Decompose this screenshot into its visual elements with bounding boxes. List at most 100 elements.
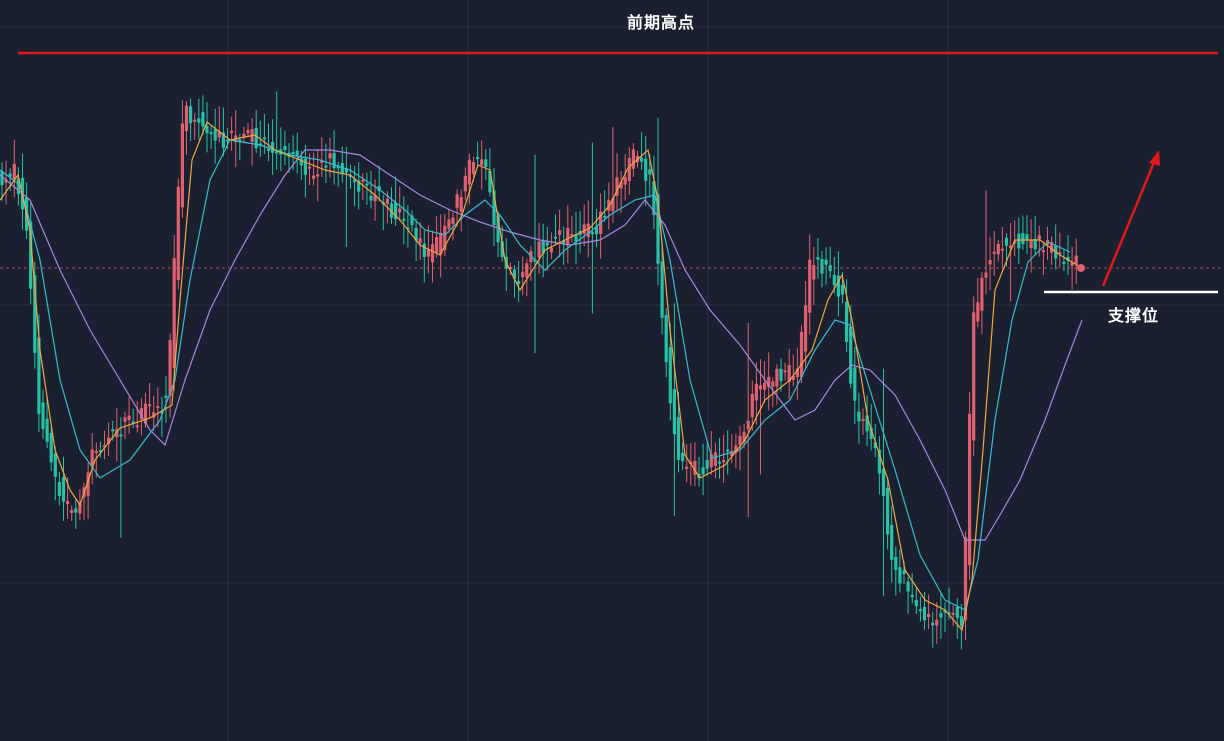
candle-body bbox=[717, 461, 722, 464]
candle-body bbox=[1058, 252, 1062, 255]
candle-body bbox=[775, 368, 779, 387]
candle-body bbox=[451, 217, 455, 224]
candle-body bbox=[492, 190, 496, 225]
candle-body bbox=[148, 404, 152, 407]
candle-body bbox=[66, 501, 70, 505]
candle-body bbox=[988, 260, 992, 265]
candle-body bbox=[102, 445, 107, 448]
resistance-label: 前期高点 bbox=[627, 13, 696, 32]
candle-body bbox=[139, 408, 143, 420]
candle-body bbox=[488, 170, 492, 193]
candle-body bbox=[594, 226, 599, 235]
candle-body bbox=[799, 331, 804, 378]
candle-body bbox=[1050, 242, 1054, 253]
candle-body bbox=[517, 281, 521, 285]
candle-body bbox=[672, 389, 676, 435]
candle-body bbox=[1017, 233, 1021, 249]
candle-body bbox=[939, 613, 943, 618]
candle-body bbox=[644, 158, 648, 181]
candle-body bbox=[640, 157, 644, 162]
candle-body bbox=[127, 415, 131, 421]
candle-body bbox=[197, 118, 201, 123]
candle-body bbox=[1066, 256, 1070, 261]
candle-body bbox=[4, 179, 8, 183]
candle-body bbox=[582, 224, 586, 234]
candle-body bbox=[701, 467, 705, 475]
candle-body bbox=[123, 417, 127, 422]
candle-body bbox=[886, 487, 890, 535]
candle-body bbox=[545, 242, 549, 246]
candle-body bbox=[61, 477, 66, 502]
candle-body bbox=[168, 340, 172, 396]
candle-body bbox=[283, 146, 287, 151]
candle-body bbox=[832, 274, 836, 286]
candle-body bbox=[94, 451, 98, 454]
candle-body bbox=[566, 227, 570, 246]
candle-body bbox=[906, 581, 910, 592]
candle-body bbox=[877, 449, 881, 474]
candle-body bbox=[804, 305, 808, 352]
candle-body bbox=[1004, 237, 1009, 246]
candle-body bbox=[377, 186, 381, 192]
candle-body bbox=[705, 459, 709, 469]
candle-body bbox=[373, 195, 377, 202]
candle-body bbox=[1009, 245, 1013, 249]
candle-body bbox=[656, 194, 660, 264]
candle-body bbox=[992, 251, 996, 254]
candle-body bbox=[1062, 261, 1066, 264]
candle-body bbox=[160, 411, 164, 414]
candle-body bbox=[746, 420, 750, 430]
candle-body bbox=[1021, 233, 1025, 245]
candle-body bbox=[266, 148, 271, 151]
candle-body bbox=[225, 139, 230, 142]
candle-body bbox=[676, 417, 681, 460]
candle-body bbox=[98, 450, 102, 453]
candle-body bbox=[74, 508, 78, 513]
candle-body bbox=[631, 149, 635, 169]
candle-body bbox=[553, 236, 558, 239]
candle-body bbox=[12, 163, 16, 179]
candle-body bbox=[131, 421, 135, 424]
candle-body bbox=[615, 177, 619, 196]
candles bbox=[0, 91, 1078, 650]
candle-body bbox=[143, 403, 148, 424]
candle-body bbox=[820, 259, 824, 274]
candle-body bbox=[512, 269, 517, 279]
candle-body bbox=[394, 202, 398, 220]
candle-body bbox=[422, 243, 426, 258]
candle-body bbox=[791, 376, 795, 380]
candle-body bbox=[135, 425, 139, 428]
candle-body bbox=[959, 616, 963, 627]
candle-body bbox=[627, 158, 631, 182]
candle-body bbox=[1041, 250, 1045, 253]
candle-body bbox=[340, 163, 344, 175]
candle-body bbox=[303, 158, 307, 175]
candle-body bbox=[562, 240, 566, 244]
candle-body bbox=[41, 402, 45, 430]
ma-mid-line bbox=[0, 139, 1071, 611]
candle-body bbox=[369, 195, 373, 201]
candle-body bbox=[361, 179, 365, 182]
candle-body bbox=[53, 453, 57, 477]
candle-body bbox=[558, 230, 562, 235]
candle-body bbox=[238, 139, 242, 142]
candle-body bbox=[623, 177, 627, 185]
candle-body bbox=[726, 449, 730, 452]
candle-body bbox=[410, 215, 414, 225]
candle-body bbox=[758, 385, 763, 390]
candle-body bbox=[86, 472, 90, 496]
candle-body bbox=[742, 431, 746, 442]
overlays bbox=[0, 51, 1224, 294]
candle-body bbox=[730, 450, 734, 457]
candle-body bbox=[49, 432, 53, 463]
candle-body bbox=[865, 415, 869, 432]
candle-body bbox=[689, 461, 693, 465]
candle-body bbox=[402, 218, 406, 221]
support-label: 支撑位 bbox=[1108, 306, 1160, 325]
candle-body bbox=[414, 227, 418, 241]
candle-body bbox=[0, 171, 4, 186]
candle-body bbox=[996, 243, 1000, 255]
candle-body bbox=[927, 613, 931, 618]
moving-averages bbox=[0, 121, 1083, 632]
